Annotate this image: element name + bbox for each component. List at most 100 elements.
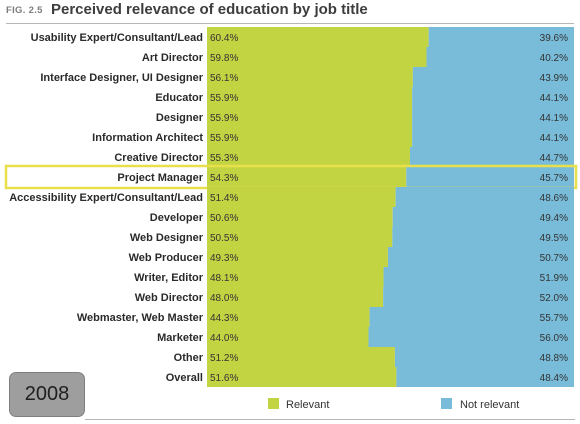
data-label-not-relevant: 44.1%: [540, 113, 568, 124]
data-label-relevant: 60.4%: [210, 33, 238, 44]
data-label-relevant: 54.3%: [210, 173, 238, 184]
category-label: Interface Designer, UI Designer: [40, 72, 203, 84]
category-label: Marketer: [157, 332, 204, 344]
category-label: Web Designer: [130, 232, 204, 244]
bar-relevant: [207, 47, 427, 67]
bar-relevant: [207, 27, 429, 47]
bar-relevant: [207, 107, 413, 127]
bar-relevant: [207, 327, 369, 347]
data-label-not-relevant: 55.7%: [540, 313, 568, 324]
bar-relevant: [207, 187, 396, 207]
data-label-relevant: 44.3%: [210, 313, 238, 324]
category-label: Developer: [150, 212, 204, 224]
bar-relevant: [207, 347, 395, 367]
data-label-not-relevant: 52.0%: [540, 293, 568, 304]
bar-not-relevant: [412, 107, 574, 127]
category-label: Project Manager: [117, 172, 203, 184]
bar-relevant: [207, 127, 413, 147]
data-label-not-relevant: 50.7%: [540, 253, 568, 264]
bar-not-relevant: [412, 127, 574, 147]
bar-relevant: [207, 167, 407, 187]
data-label-not-relevant: 56.0%: [540, 333, 568, 344]
bar-relevant: [207, 147, 410, 167]
bar-not-relevant: [396, 367, 574, 387]
bar-not-relevant: [392, 227, 574, 247]
category-label: Webmaster, Web Master: [77, 312, 204, 324]
bar-not-relevant: [428, 27, 574, 47]
data-label-relevant: 55.9%: [210, 113, 238, 124]
data-label-not-relevant: 49.5%: [540, 233, 568, 244]
data-label-relevant: 55.9%: [210, 133, 238, 144]
data-label-relevant: 50.6%: [210, 213, 238, 224]
category-label: Web Director: [135, 292, 204, 304]
bar-relevant: [207, 367, 397, 387]
data-label-not-relevant: 44.1%: [540, 133, 568, 144]
chart-title: Perceived relevance of education by job …: [51, 1, 368, 18]
category-label: Educator: [155, 92, 203, 104]
data-label-relevant: 49.3%: [210, 253, 238, 264]
data-label-relevant: 51.4%: [210, 193, 238, 204]
header-divider: [6, 23, 574, 24]
bar-relevant: [207, 307, 370, 327]
data-label-not-relevant: 48.8%: [540, 353, 568, 364]
data-label-relevant: 59.8%: [210, 53, 238, 64]
bar-not-relevant: [412, 67, 574, 87]
data-label-not-relevant: 48.6%: [540, 193, 568, 204]
bar-not-relevant: [392, 207, 574, 227]
bar-relevant: [207, 287, 384, 307]
data-label-not-relevant: 44.1%: [540, 93, 568, 104]
legend-swatch-relevant: [268, 398, 279, 409]
data-label-relevant: 44.0%: [210, 333, 238, 344]
category-label: Information Architect: [92, 132, 203, 144]
bar-relevant: [207, 247, 388, 267]
data-label-not-relevant: 44.7%: [540, 153, 568, 164]
bar-not-relevant: [368, 327, 574, 347]
bar-relevant: [207, 207, 393, 227]
bar-relevant: [207, 67, 413, 87]
category-label: Overall: [166, 372, 203, 384]
bar-not-relevant: [409, 147, 574, 167]
data-label-relevant: 50.5%: [210, 233, 238, 244]
bar-relevant: [207, 227, 393, 247]
category-label: Writer, Editor: [134, 272, 204, 284]
category-label: Other: [174, 352, 204, 364]
data-label-not-relevant: 45.7%: [540, 173, 568, 184]
bar-not-relevant: [383, 287, 574, 307]
data-label-relevant: 55.9%: [210, 93, 238, 104]
data-label-not-relevant: 39.6%: [540, 33, 568, 44]
data-label-not-relevant: 48.4%: [540, 373, 568, 384]
data-label-relevant: 48.1%: [210, 273, 238, 284]
category-label: Creative Director: [114, 152, 203, 164]
data-label-relevant: 55.3%: [210, 153, 238, 164]
category-label: Web Producer: [129, 252, 204, 264]
bar-not-relevant: [395, 187, 574, 207]
bar-not-relevant: [387, 247, 574, 267]
data-label-not-relevant: 43.9%: [540, 73, 568, 84]
bar-relevant: [207, 267, 384, 287]
bottom-divider: [85, 419, 575, 420]
data-label-relevant: 51.6%: [210, 373, 238, 384]
data-label-not-relevant: 40.2%: [540, 53, 568, 64]
bar-not-relevant: [383, 267, 574, 287]
year-badge: 2008: [9, 372, 85, 417]
legend-swatch-not-relevant: [441, 398, 452, 409]
data-label-relevant: 48.0%: [210, 293, 238, 304]
legend-label-not-relevant: Not relevant: [460, 399, 519, 411]
data-label-not-relevant: 51.9%: [540, 273, 568, 284]
bar-not-relevant: [406, 167, 574, 187]
category-label: Designer: [156, 112, 204, 124]
chart-header: FIG. 2.5 Perceived relevance of educatio…: [6, 0, 574, 22]
bar-relevant: [207, 87, 413, 107]
bar-not-relevant: [426, 47, 574, 67]
bar-not-relevant: [369, 307, 574, 327]
category-label: Usability Expert/Consultant/Lead: [31, 32, 203, 44]
figure-label: FIG. 2.5: [6, 5, 43, 16]
category-label: Art Director: [142, 52, 204, 64]
legend-label-relevant: Relevant: [286, 399, 329, 411]
data-label-relevant: 51.2%: [210, 353, 238, 364]
data-label-relevant: 56.1%: [210, 73, 238, 84]
data-label-not-relevant: 49.4%: [540, 213, 568, 224]
category-label: Accessibility Expert/Consultant/Lead: [9, 192, 203, 204]
bar-not-relevant: [394, 347, 574, 367]
